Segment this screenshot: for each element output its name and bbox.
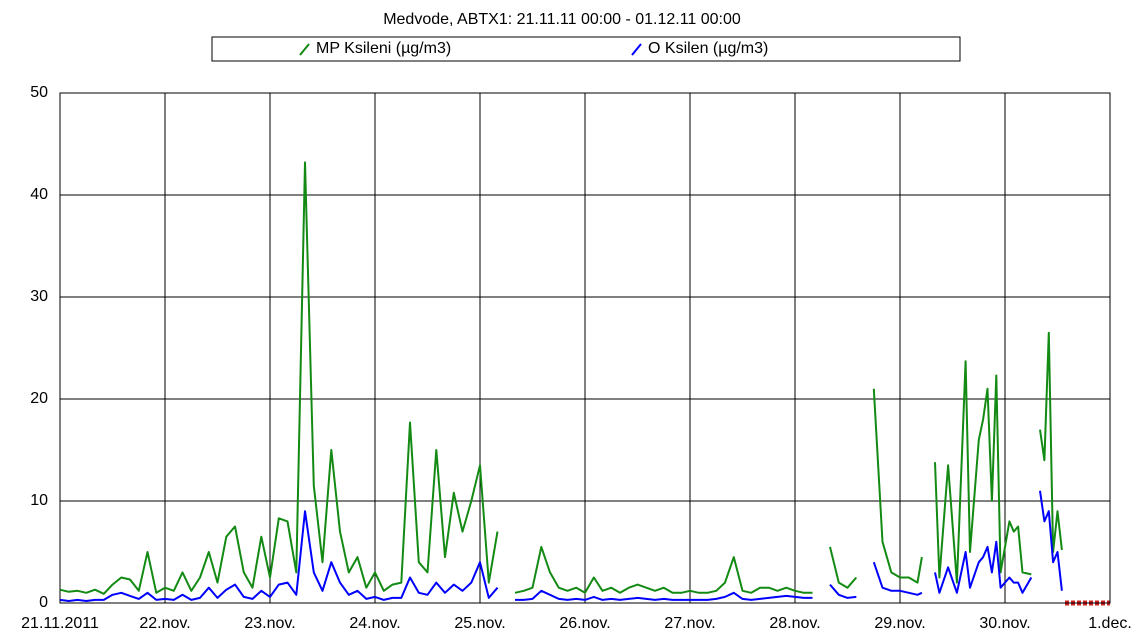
- y-tick-label: 0: [39, 594, 48, 611]
- y-tick-label: 10: [30, 492, 48, 509]
- series-line: [59, 490, 1063, 602]
- legend-icon: [631, 43, 642, 56]
- legend-box: [211, 36, 961, 62]
- x-tick-label: 24.nov.: [349, 615, 400, 632]
- y-tick-label: 20: [30, 390, 48, 407]
- x-tick-label: 26.nov.: [559, 615, 610, 632]
- x-tick-label: 25.nov.: [454, 615, 505, 632]
- x-tick-label: 30.nov.: [979, 615, 1030, 632]
- x-tick-label: 22.nov.: [139, 615, 190, 632]
- x-tick-label: 28.nov.: [769, 615, 820, 632]
- x-tick-label: 29.nov.: [874, 615, 925, 632]
- y-tick-label: 50: [30, 84, 48, 101]
- x-tick-label: 23.nov.: [244, 615, 295, 632]
- y-tick-label: 40: [30, 186, 48, 203]
- y-tick-label: 30: [30, 288, 48, 305]
- legend-label: MP Ksileni (µg/m3): [316, 40, 451, 57]
- x-tick-label: 21.11.2011: [21, 615, 99, 632]
- x-tick-label: 27.nov.: [664, 615, 715, 632]
- series-line: [59, 161, 1063, 595]
- x-tick-label: 1.dec.: [1088, 615, 1132, 632]
- legend-label: O Ksilen (µg/m3): [648, 40, 768, 57]
- chart-title: Medvode, ABTX1: 21.11.11 00:00 - 01.12.1…: [383, 11, 741, 28]
- plot-frame: [59, 92, 1111, 604]
- legend-icon: [299, 43, 310, 56]
